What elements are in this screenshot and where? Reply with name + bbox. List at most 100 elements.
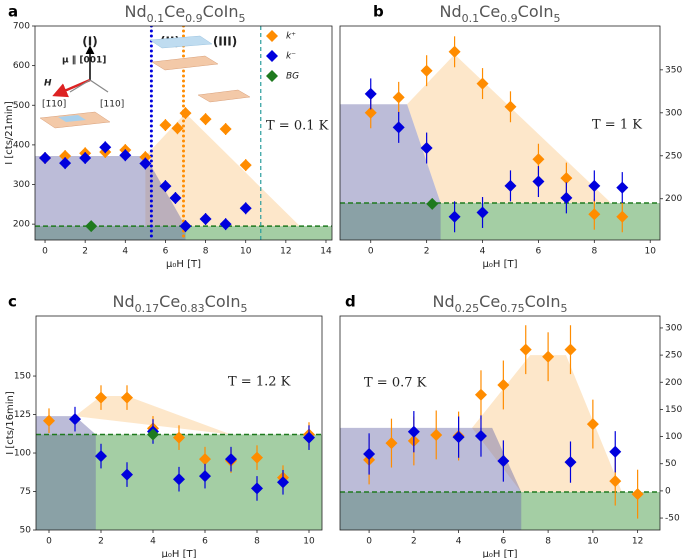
y-tick-label: 200 [665, 378, 682, 388]
slab [149, 35, 213, 49]
data-point [59, 149, 72, 162]
x-tick-label: 12 [280, 247, 291, 257]
legend-marker [266, 30, 278, 42]
data-point [616, 210, 629, 223]
inset-label: [110] [100, 100, 124, 110]
title-part: 5 [240, 302, 247, 315]
data-point [39, 151, 52, 164]
panel-letter: b [373, 3, 384, 21]
data-point [364, 87, 377, 100]
data-point [95, 391, 107, 404]
x-tick-label: 12 [632, 537, 643, 547]
data-point [219, 123, 232, 136]
y-tick-label: 250 [665, 351, 682, 361]
data-point [476, 77, 489, 90]
data-point [392, 91, 405, 104]
data-point [364, 106, 377, 119]
title-part: Nd [125, 2, 147, 21]
slab [151, 55, 219, 71]
panel: 0 2 4 6 8 10 50 75 100 125 150 μ₀H [T] I [cts/16min]… [5, 292, 323, 558]
data-point [363, 447, 376, 460]
y-tick-label: 300 [13, 180, 30, 190]
x-tick-label: 8 [591, 247, 597, 257]
x-tick-label: 14 [320, 247, 332, 257]
data-point [564, 343, 577, 356]
data-point [542, 350, 555, 363]
title-part: 0.9 [500, 12, 518, 25]
data-point [43, 414, 55, 427]
data-point [588, 208, 601, 221]
frame [339, 25, 661, 241]
frame [34, 25, 333, 241]
data-point [95, 450, 107, 463]
plot-area [36, 385, 322, 530]
panel-letter: d [345, 293, 356, 311]
data-point [448, 210, 461, 223]
fit-shade [340, 427, 522, 530]
annotation: T = 1.2 K [228, 375, 291, 390]
data-point [504, 179, 517, 192]
data-point [147, 428, 159, 441]
y-tick-label: 150 [665, 405, 682, 415]
axis-arrow [89, 79, 109, 93]
x-tick-label: 10 [587, 537, 599, 547]
chart-title: Nd0.17Ce0.83CoIn5 [113, 292, 248, 315]
legend-label: k⁻ [286, 52, 296, 62]
fit-shade [340, 104, 441, 240]
bg-band [340, 491, 660, 530]
x-tick-label: 10 [303, 537, 315, 547]
title-part: 5 [238, 12, 245, 25]
title-part: Nd [113, 292, 135, 311]
y-tick-label: 75 [20, 487, 31, 497]
chart-title: Nd0.1Ce0.9CoIn5 [440, 2, 561, 25]
data-point [277, 476, 289, 489]
data-point [139, 157, 152, 170]
x-tick-label: 4 [456, 537, 462, 547]
data-point [99, 141, 112, 154]
y-tick-label: -50 [665, 514, 680, 524]
y-tick-label: 600 [13, 61, 30, 71]
data-point [430, 428, 443, 441]
x-tick-label: 0 [42, 247, 48, 257]
title-part: 5 [553, 12, 560, 25]
x-tick-label: 2 [82, 247, 88, 257]
data-point [564, 456, 577, 469]
data-point [159, 119, 172, 132]
data-point [631, 488, 644, 501]
data-point [474, 430, 487, 443]
legend-label: k⁺ [286, 32, 296, 42]
y-tick-label: 100 [665, 432, 682, 442]
data-point [448, 45, 461, 58]
title-part: 0.75 [500, 302, 525, 315]
data-point [169, 191, 182, 204]
data-point [119, 149, 132, 162]
data-point [407, 425, 420, 438]
x-tick-label: 4 [122, 247, 128, 257]
data-point [586, 418, 599, 431]
x-tick-label: 2 [411, 537, 417, 547]
slab [197, 89, 251, 103]
annotation: T = 0.7 K [364, 376, 427, 391]
data-point [173, 473, 185, 486]
y-tick-label: 700 [13, 22, 30, 32]
x-tick-label: 8 [203, 247, 209, 257]
data-point [199, 470, 211, 483]
data-point [420, 64, 433, 77]
data-point [199, 453, 211, 466]
data-point [497, 378, 510, 391]
data-point [532, 175, 545, 188]
data-point [532, 153, 545, 166]
data-point [159, 180, 172, 193]
title-part: CoIn [525, 292, 561, 311]
h-arrow [52, 78, 91, 98]
x-tick-label: 4 [480, 247, 486, 257]
data-point [497, 455, 510, 468]
data-point [303, 431, 315, 444]
y-tick-label: 300 [665, 108, 682, 118]
y-tick-label: 250 [665, 151, 682, 161]
plot-area [35, 26, 332, 240]
data-point [519, 343, 532, 356]
